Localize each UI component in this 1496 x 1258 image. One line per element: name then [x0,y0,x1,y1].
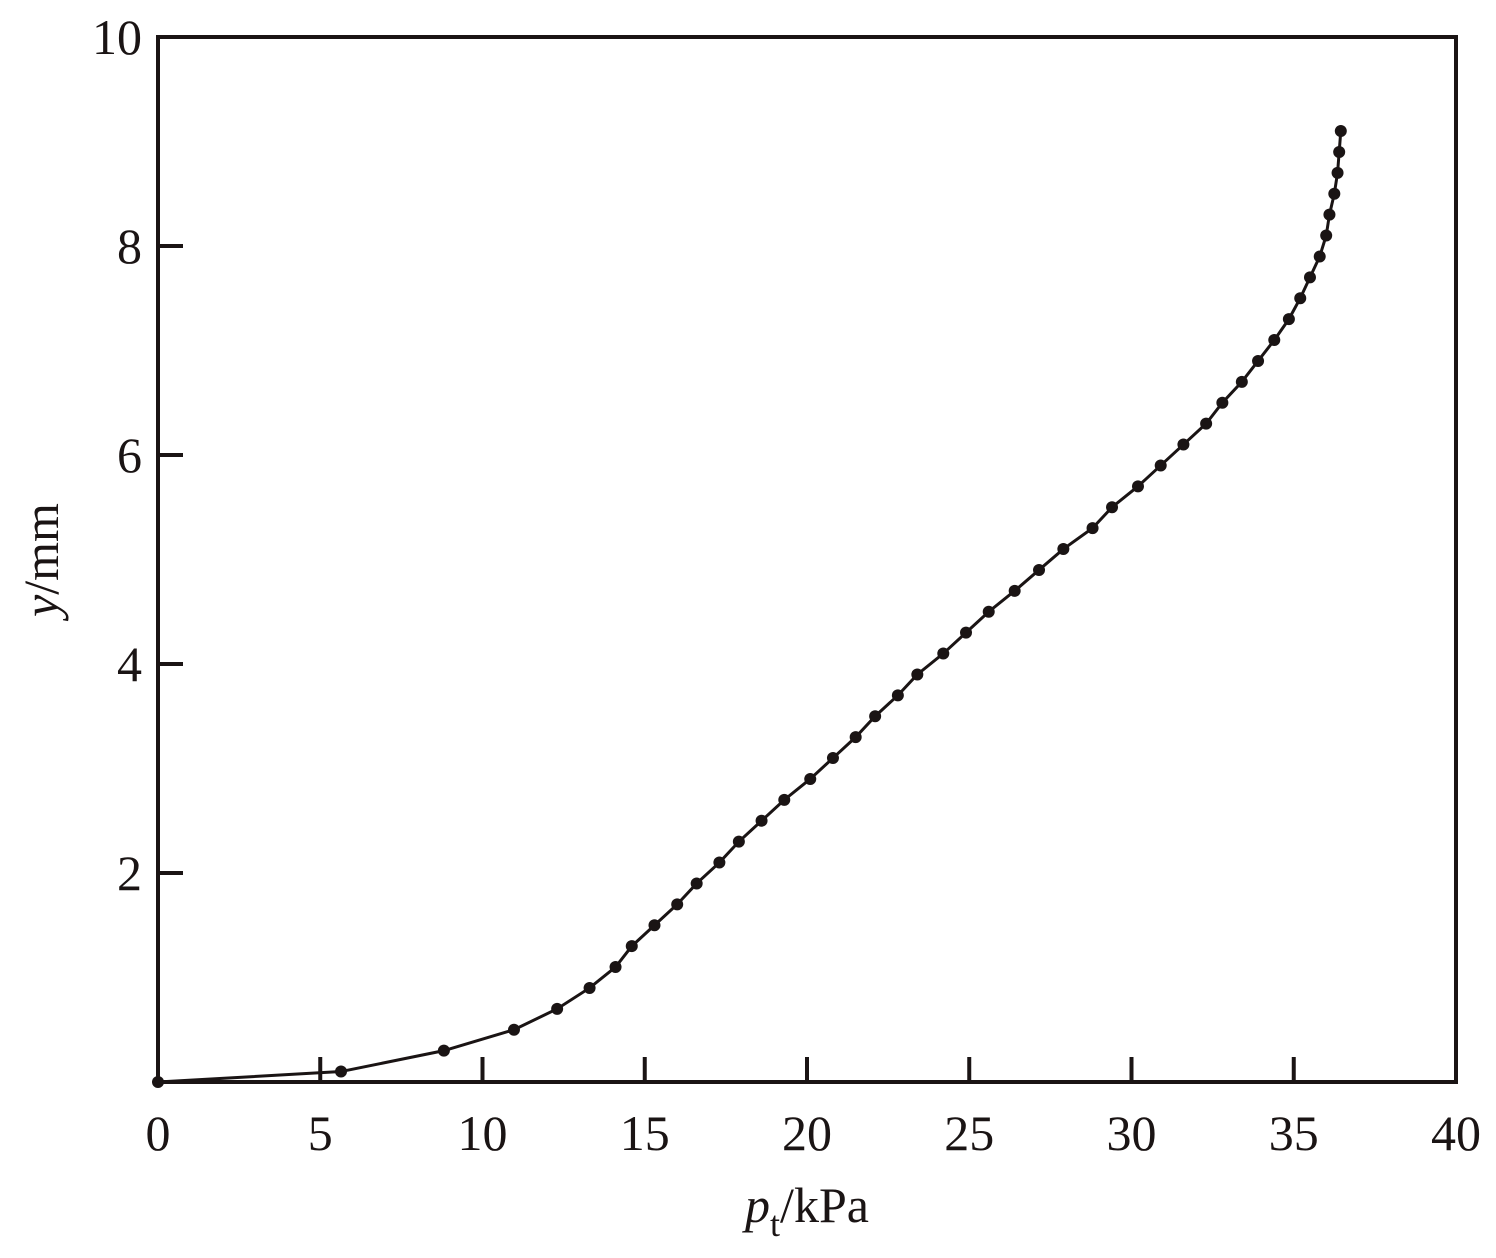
data-point [804,772,817,785]
data-point [1333,145,1346,158]
x-label-unit: /kPa [780,1177,869,1233]
data-point [869,710,882,723]
data-point [849,731,862,744]
data-point [1282,313,1295,326]
data-point [1303,271,1316,284]
y-axis-label: y/mm [13,503,69,622]
x-label-subscript: t [770,1204,780,1244]
x-label-symbol: p [742,1177,770,1233]
data-point [1154,459,1167,472]
plot-frame [156,35,1458,1084]
data-point [826,752,839,765]
data-point [1294,292,1307,305]
data-point [152,1076,164,1088]
data-point [911,668,924,681]
data-point [690,877,703,890]
data-point [891,689,904,702]
data-point [507,1023,520,1036]
x-tick-label: 25 [944,1105,994,1161]
data-point [982,605,995,618]
data-point [1334,125,1347,138]
data-point [1008,584,1021,597]
data-point [551,1002,564,1015]
data-point [1200,417,1213,430]
data-point [1033,563,1046,576]
data-point [713,856,726,869]
data-point [1252,354,1265,367]
data-point [1313,250,1326,263]
data-point [583,981,596,994]
data-point [609,961,622,974]
y-tick-label: 8 [117,218,142,274]
data-point [1177,438,1190,451]
data-point [335,1065,348,1078]
x-tick-label: 40 [1431,1105,1481,1161]
data-point [1328,187,1341,200]
data-point [1331,166,1344,179]
data-point [1268,334,1281,347]
data-point [1086,522,1099,535]
data-point [1235,375,1248,388]
data-point [648,919,661,932]
y-tick-label: 10 [92,9,142,65]
data-point [625,940,638,953]
x-tick-label: 20 [782,1105,832,1161]
data-point [1057,543,1070,556]
x-tick-label: 10 [458,1105,508,1161]
data-line [157,130,1343,1084]
data-point [1131,480,1144,493]
data-point [671,898,684,911]
x-tick-label: 5 [308,1105,333,1161]
x-tick-label: 15 [620,1105,670,1161]
x-tick-label: 30 [1107,1105,1157,1161]
data-point [1106,501,1119,514]
y-tick-label: 4 [117,636,142,692]
data-point [755,814,768,827]
y-tick-label: 6 [117,427,142,483]
data-point [937,647,950,660]
data-point [960,626,973,639]
data-point [732,835,745,848]
x-axis-label: pt/kPa [742,1177,869,1244]
data-point [437,1044,450,1057]
x-tick-label: 35 [1269,1105,1319,1161]
y-label-unit: /mm [13,503,69,595]
data-point [778,793,791,806]
y-tick-label: 2 [117,845,142,901]
data-point [1323,208,1336,221]
x-tick-label: 0 [146,1105,171,1161]
y-label-symbol: y [13,594,69,622]
data-point [1216,396,1229,409]
data-point [1320,229,1333,242]
